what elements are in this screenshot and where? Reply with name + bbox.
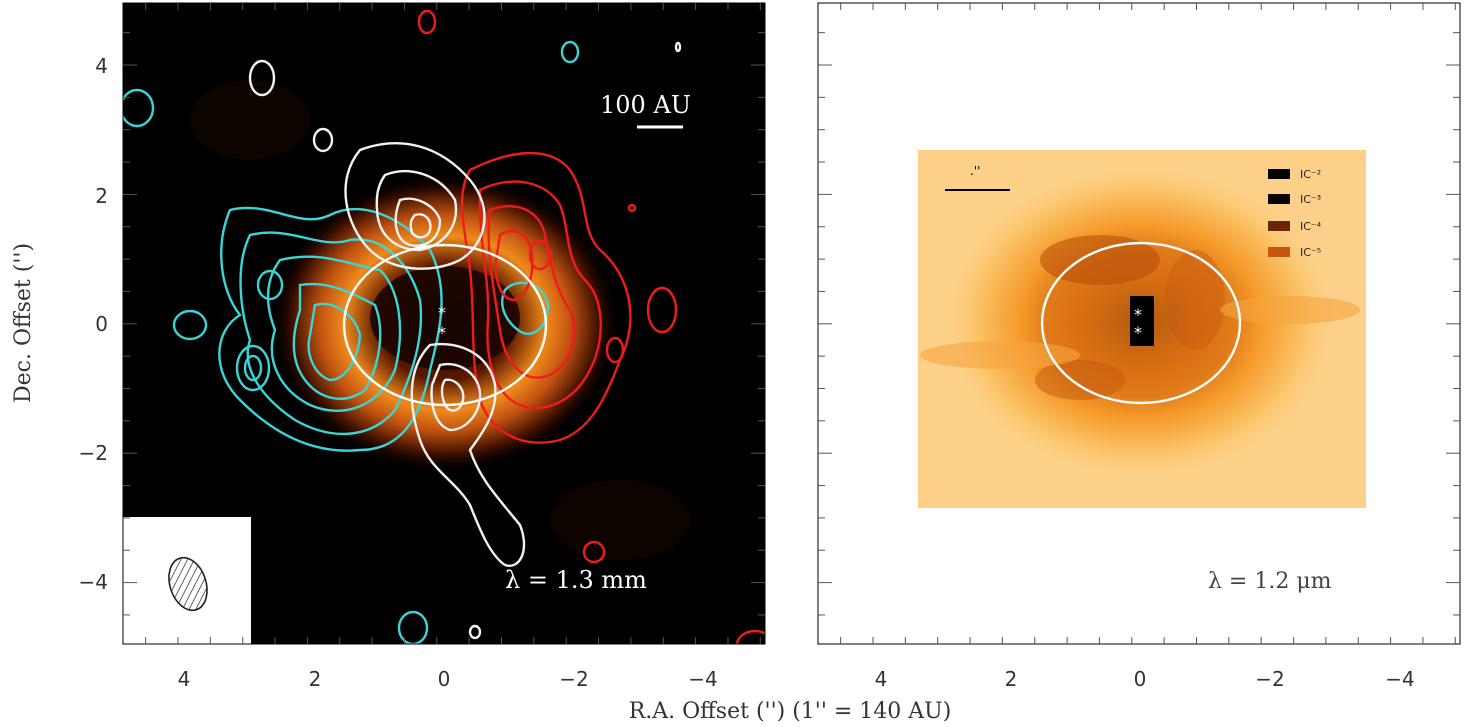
y-tick-label: −2 xyxy=(79,441,108,465)
star-marker-bottom: * xyxy=(1134,323,1142,342)
legend-label: IC⁻⁴ xyxy=(1300,220,1322,233)
legend-swatch xyxy=(1268,221,1290,231)
left-panel: * * 100 AU λ = 1.3 mm 4 2 0 −2 −4 4 2 0 … xyxy=(11,2,766,691)
x-tick-label: −4 xyxy=(1385,667,1414,691)
wavelength-label-right: λ = 1.2 μm xyxy=(1208,569,1332,594)
left-y-tick-labels: 4 2 0 −2 −4 xyxy=(79,54,108,594)
x-tick-label: 0 xyxy=(1134,667,1147,691)
central-binary-core xyxy=(1130,296,1154,346)
disk-ellipse-left xyxy=(342,243,548,407)
y-tick-label: 2 xyxy=(95,184,108,208)
left-tick-marks xyxy=(123,3,765,644)
wavelength-label-left: λ = 1.3 mm xyxy=(505,566,647,594)
y-tick-label: −4 xyxy=(79,570,108,594)
star-marker-top: * xyxy=(438,303,446,322)
x-tick-label: 2 xyxy=(309,667,322,691)
left-panel-image: * * xyxy=(123,9,765,644)
legend-label: IC⁻² xyxy=(1300,168,1321,181)
blue-contours xyxy=(123,40,580,644)
right-x-tick-labels: 4 2 0 −2 −4 xyxy=(875,667,1415,691)
star-marker-top: * xyxy=(1134,305,1142,324)
legend-swatch xyxy=(1268,194,1290,204)
right-tick-marks xyxy=(818,3,1460,644)
x-tick-label: −2 xyxy=(559,667,588,691)
x-axis-label: R.A. Offset ('') (1'' = 140 AU) xyxy=(629,699,952,724)
x-tick-label: 2 xyxy=(1005,667,1018,691)
x-tick-label: 4 xyxy=(875,667,888,691)
legend-label: IC⁻³ xyxy=(1300,193,1321,206)
right-panel-image: * * xyxy=(918,150,1366,508)
y-tick-label: 0 xyxy=(95,312,108,336)
x-tick-label: −2 xyxy=(1255,667,1284,691)
intensity-legend: IC⁻² IC⁻³ IC⁻⁴ IC⁻⁵ xyxy=(1268,168,1322,259)
x-tick-label: 0 xyxy=(438,667,451,691)
white-contours xyxy=(248,41,682,640)
legend-label: IC⁻⁵ xyxy=(1300,246,1321,259)
scale-bar-label-left: 100 AU xyxy=(600,91,691,119)
scale-bar-label-right: .'' xyxy=(970,164,980,178)
legend-swatch xyxy=(1268,247,1290,257)
red-contours xyxy=(417,9,765,644)
disk-ellipse-right xyxy=(1040,241,1242,405)
legend-swatch xyxy=(1268,169,1290,179)
x-tick-label: −4 xyxy=(688,667,717,691)
hatched-beam-icon xyxy=(168,556,208,612)
y-tick-label: 4 xyxy=(95,54,108,78)
star-marker-bottom: * xyxy=(438,323,446,342)
left-x-tick-labels: 4 2 0 −2 −4 xyxy=(178,667,718,691)
x-tick-label: 4 xyxy=(178,667,191,691)
y-axis-label: Dec. Offset ('') xyxy=(11,243,36,403)
right-panel: * * .'' IC⁻² IC⁻³ IC⁻⁴ IC⁻⁵ λ = 1.2 μm 4… xyxy=(817,2,1461,691)
